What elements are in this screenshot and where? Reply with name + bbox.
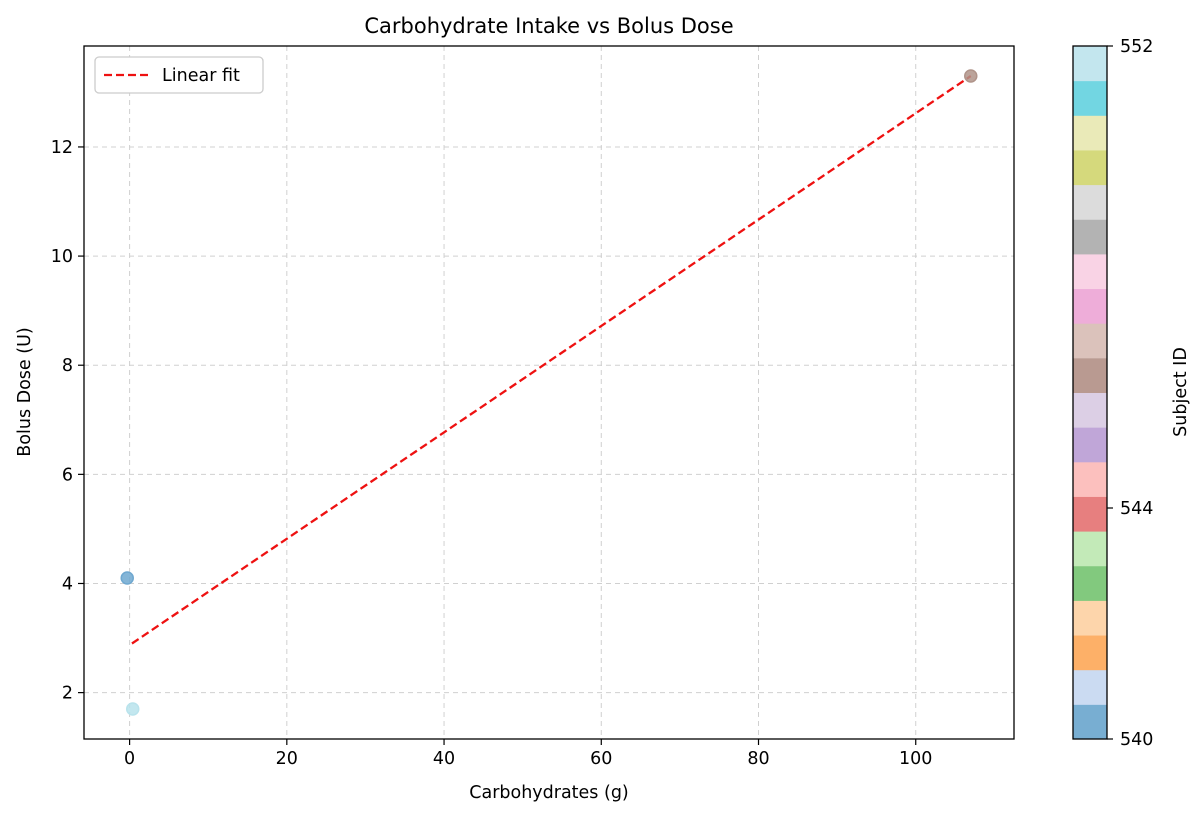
colorbar-segment xyxy=(1073,219,1107,255)
colorbar-tick-label: 540 xyxy=(1120,730,1153,750)
plot-area-frame xyxy=(83,45,1015,740)
colorbar-segment xyxy=(1073,288,1107,324)
colorbar-segment xyxy=(1073,323,1107,359)
colorbar-segment xyxy=(1073,427,1107,463)
data-points xyxy=(120,69,978,716)
colorbar-segment xyxy=(1073,669,1107,705)
x-tick-label: 80 xyxy=(747,749,769,769)
colorbar-segment xyxy=(1073,46,1107,82)
colorbar-segment xyxy=(1073,496,1107,532)
y-tick-label: 8 xyxy=(62,356,73,376)
grid xyxy=(84,46,1014,739)
y-tick-label: 12 xyxy=(51,138,73,158)
y-tick-label: 4 xyxy=(62,574,73,594)
colorbar-tick-label: 552 xyxy=(1120,37,1153,57)
colorbar-segment xyxy=(1073,357,1107,393)
y-tick-label: 6 xyxy=(62,465,73,485)
colorbar-segment xyxy=(1073,184,1107,220)
fit-line-segment xyxy=(131,75,972,645)
linear-fit-line xyxy=(131,75,972,645)
data-point xyxy=(125,702,140,716)
x-tick-label: 40 xyxy=(433,749,455,769)
colorbar xyxy=(1073,46,1107,740)
y-axis-label: Bolus Dose (U) xyxy=(15,327,35,456)
x-tick-label: 60 xyxy=(590,749,612,769)
colorbar-segment xyxy=(1073,253,1107,290)
x-axis-ticks: 0 20 40 60 80 100 xyxy=(124,739,932,769)
x-axis-label: Carbohydrates (g) xyxy=(469,783,629,803)
x-tick-label: 20 xyxy=(276,749,298,769)
legend-label: Linear fit xyxy=(162,66,240,86)
y-tick-label: 2 xyxy=(62,684,73,704)
chart-title: Carbohydrate Intake vs Bolus Dose xyxy=(364,14,733,38)
colorbar-segment xyxy=(1073,600,1107,636)
x-tick-label: 0 xyxy=(124,749,135,769)
data-point xyxy=(120,571,134,585)
colorbar-frame xyxy=(1072,45,1108,740)
colorbar-label: Subject ID xyxy=(1171,347,1191,437)
colorbar-segment xyxy=(1073,635,1107,671)
colorbar-tick-label: 544 xyxy=(1120,499,1153,519)
legend-box xyxy=(94,56,264,94)
colorbar-ticks: 540 544 552 xyxy=(1107,37,1153,750)
x-tick-label: 100 xyxy=(899,749,932,769)
colorbar-segment xyxy=(1073,565,1107,601)
colorbar-segment xyxy=(1073,115,1107,151)
colorbar-segment xyxy=(1073,531,1107,567)
data-point xyxy=(964,69,978,83)
y-tick-label: 10 xyxy=(51,247,73,267)
colorbar-segment xyxy=(1073,149,1107,186)
colorbar-segment xyxy=(1073,704,1107,740)
colorbar-segment xyxy=(1073,392,1107,428)
y-axis-ticks: 2 4 6 8 10 12 xyxy=(51,138,84,704)
legend: Linear fit xyxy=(94,56,264,94)
colorbar-segment xyxy=(1073,80,1107,116)
colorbar-segment xyxy=(1073,461,1107,497)
